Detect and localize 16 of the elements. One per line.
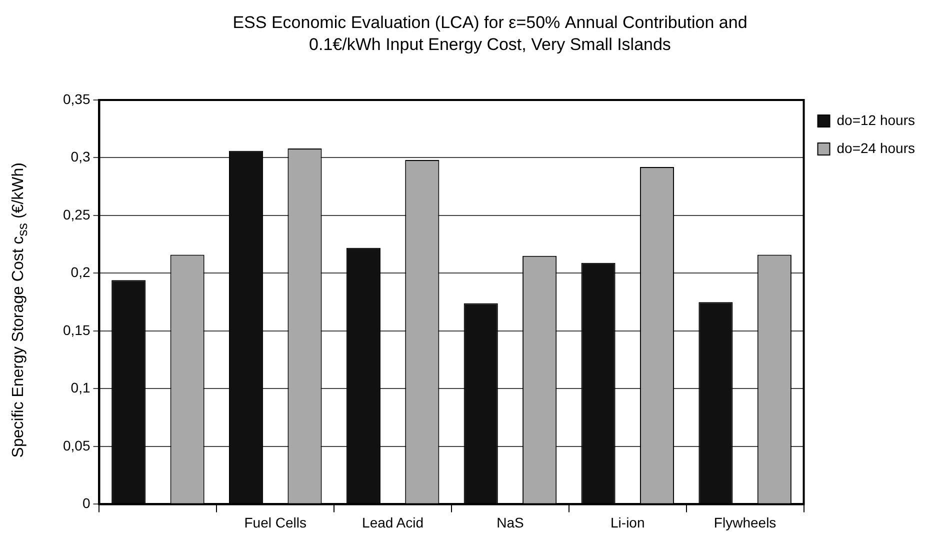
x-tick-label: Fuel Cells — [244, 514, 307, 530]
x-tick-label: Flywheels — [714, 514, 776, 530]
y-tick-label: 0,15 — [63, 322, 90, 338]
x-tick-label: Lead Acid — [362, 514, 424, 530]
x-tick-label: Li-ion — [610, 514, 645, 530]
y-tick-label: 0,25 — [63, 206, 90, 222]
y-tick-label: 0,3 — [70, 148, 90, 165]
y-tick-label: 0,1 — [70, 380, 90, 396]
y-tick-label: 0,2 — [70, 264, 90, 280]
chart-title: ESS Economic Evaluation (LCA) for ε=50% Annual Contribution and 0.1€/kWh Input Energy Cost, Very Small Islands — [232, 12, 748, 56]
y-tick-label: 0 — [82, 495, 90, 512]
x-tick-label: NaS — [496, 514, 524, 530]
y-tick-label: 0,05 — [63, 437, 90, 454]
legend-label: do=24 hours — [836, 140, 916, 156]
legend-label: do=12 hours — [836, 112, 916, 128]
y-tick-label: 0,35 — [63, 90, 90, 107]
